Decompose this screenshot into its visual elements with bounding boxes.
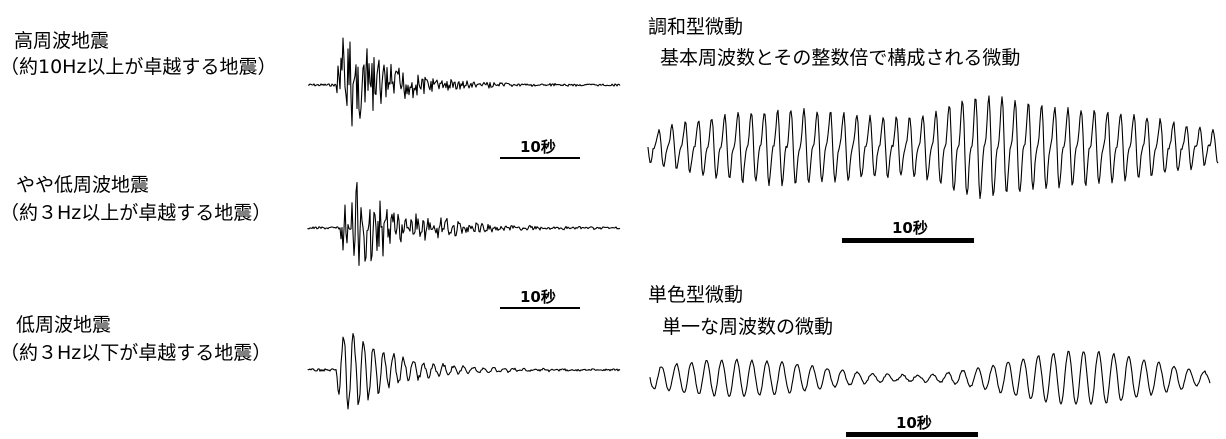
moderately-low-frequency-earthquake-title: やや低周波地震 — [16, 174, 150, 196]
monochromatic-tremor-trace — [649, 350, 1211, 405]
low-frequency-seismogram — [307, 333, 621, 410]
harmonic-tremor-title: 調和型微動 — [648, 16, 744, 38]
monochromatic-tremor-title: 単色型微動 — [648, 284, 744, 306]
scale-bar-10s — [500, 307, 580, 309]
high-frequency-earthquake-title: 高周波地震 — [14, 30, 110, 52]
moderately-low-frequency-seismogram — [307, 181, 621, 266]
high-frequency-earthquake-subtitle: （約10Hz以上が卓越する地震） — [0, 56, 277, 78]
low-frequency-earthquake-title: 低周波地震 — [16, 314, 112, 336]
scale-bar-10s — [500, 157, 580, 159]
scale-label: 10秒 — [896, 414, 932, 432]
scale-label: 10秒 — [520, 288, 556, 306]
harmonic-tremor-trace — [647, 95, 1219, 200]
harmonic-tremor-subtitle: 基本周波数とその整数倍で構成される微動 — [660, 47, 1021, 69]
scale-label: 10秒 — [520, 138, 556, 156]
high-frequency-seismogram — [307, 37, 621, 127]
low-frequency-earthquake-subtitle: （約３Hz以下が卓越する地震） — [0, 342, 272, 364]
scale-bar-10s — [842, 238, 974, 243]
moderately-low-frequency-earthquake-subtitle: （約３Hz以上が卓越する地震） — [0, 202, 272, 224]
scale-bar-10s — [846, 432, 978, 437]
scale-label: 10秒 — [892, 219, 928, 237]
monochromatic-tremor-subtitle: 単一な周波数の微動 — [662, 316, 834, 338]
